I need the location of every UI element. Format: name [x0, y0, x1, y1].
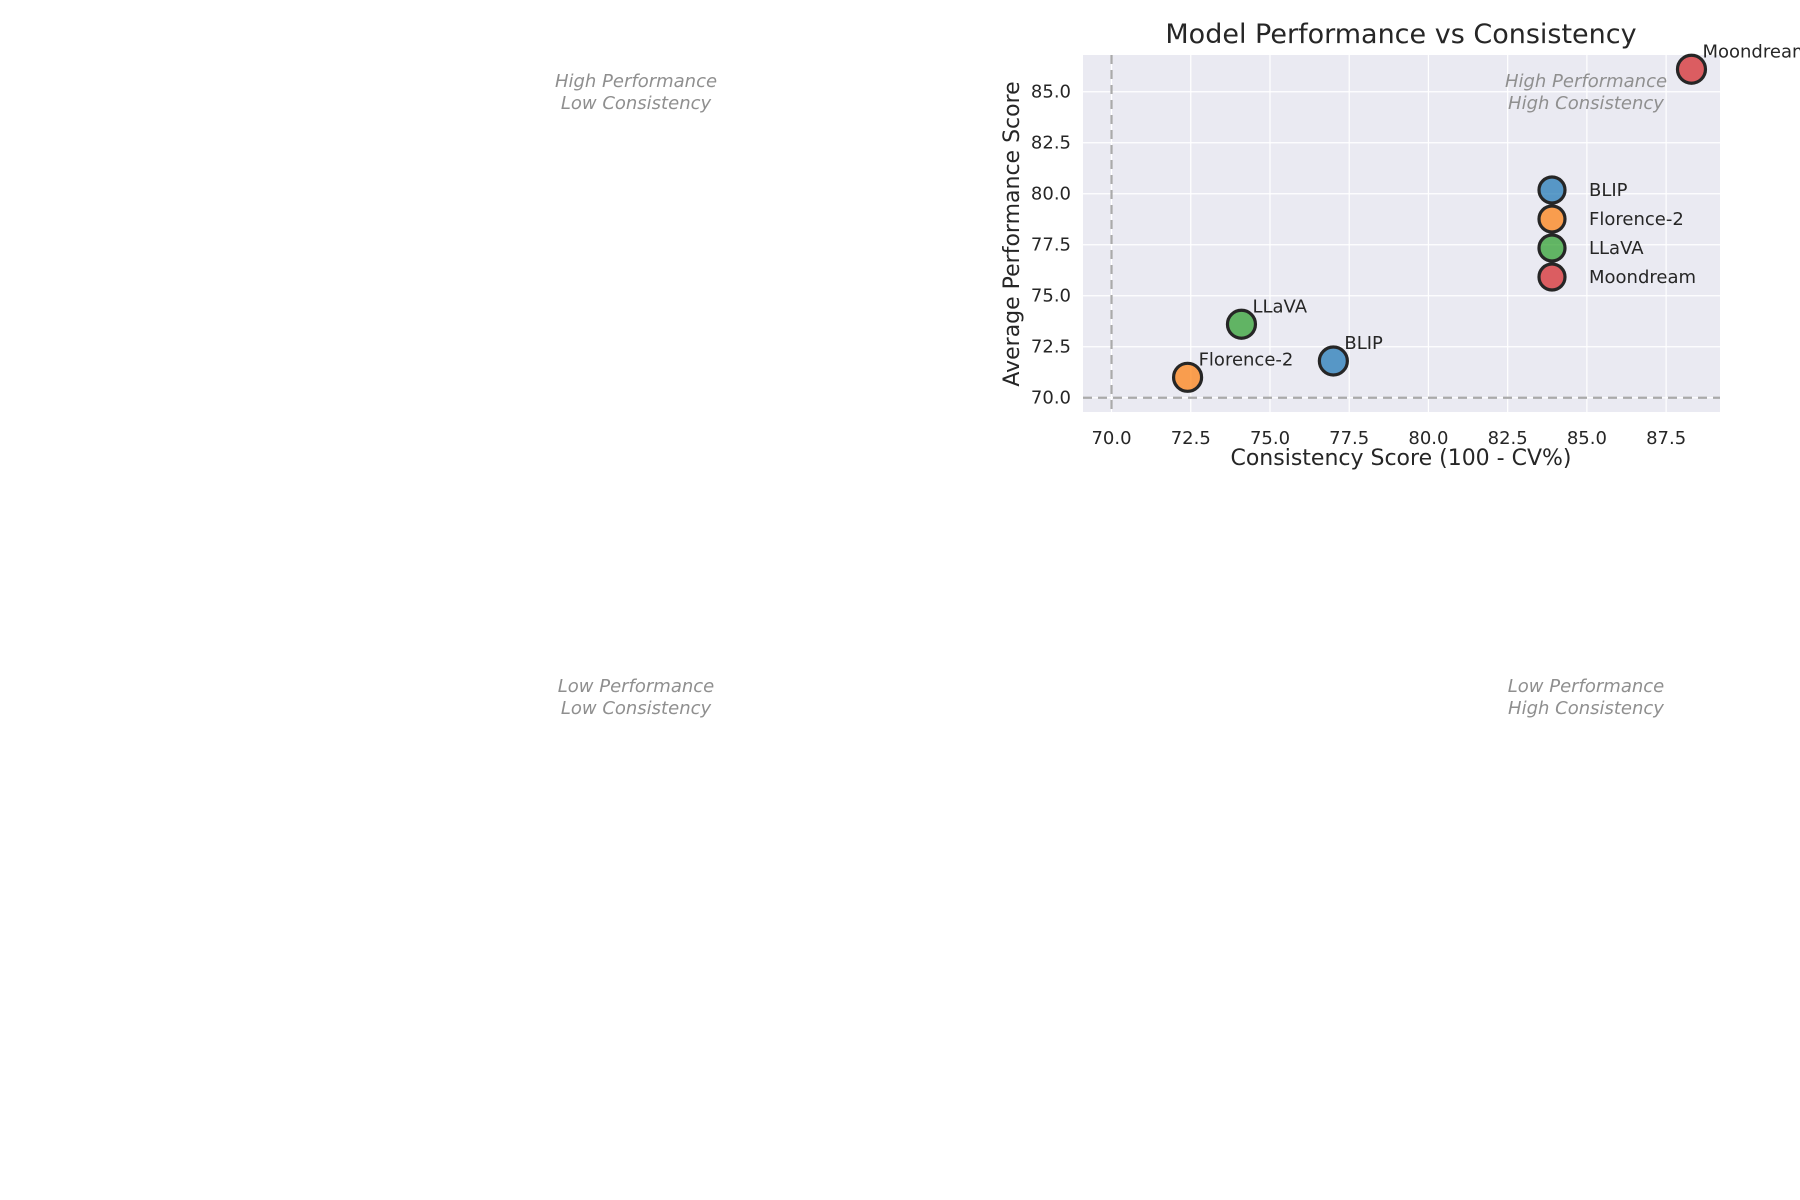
data-point	[1225, 308, 1258, 340]
x-tick-label: 72.5	[1171, 428, 1211, 449]
quadrant-label-line1: High Performance	[1505, 71, 1667, 92]
x-tick-label: 85.0	[1567, 428, 1607, 449]
quadrant-label-line2: Low Consistency	[561, 93, 712, 114]
x-axis-ticks: 70.0 72.5 75.0 77.5 80.0 82.5 85.0 87.5	[1091, 428, 1686, 449]
point-label: BLIP	[1344, 333, 1383, 354]
chart-title: Model Performance vs Consistency	[1165, 19, 1636, 50]
y-axis-label: Average Performance Score	[1000, 81, 1025, 386]
y-tick-label: 75.0	[1031, 286, 1071, 307]
legend-marker	[1537, 233, 1567, 263]
point-label: LLaVA	[1252, 296, 1307, 317]
quadrant-label-line2: High Consistency	[1508, 93, 1664, 114]
legend-marker	[1537, 204, 1567, 234]
legend: BLIP Florence-2 LLaVA Moondream	[1537, 175, 1696, 292]
x-axis-label: Consistency Score (100 - CV%)	[1230, 446, 1571, 471]
y-tick-label: 85.0	[1031, 82, 1071, 103]
legend-marker	[1537, 262, 1567, 292]
y-tick-label: 77.5	[1031, 235, 1071, 256]
quadrant-label-line2: Low Consistency	[561, 698, 712, 719]
data-points: BLIP Florence-2 LLaVA Moondream	[1171, 41, 1800, 393]
plot-area	[1083, 55, 1720, 412]
legend-label: Moondream	[1589, 267, 1696, 288]
x-tick-label: 75.0	[1250, 428, 1290, 449]
legend-label: BLIP	[1589, 180, 1628, 201]
y-tick-label: 70.0	[1031, 388, 1071, 409]
reference-lines	[1083, 55, 1720, 412]
point-label: Florence-2	[1199, 349, 1294, 370]
x-tick-label: 82.5	[1488, 428, 1528, 449]
x-tick-label: 77.5	[1329, 428, 1369, 449]
x-tick-label: 80.0	[1408, 428, 1448, 449]
legend-marker	[1537, 175, 1567, 205]
y-axis-ticks: 70.0 72.5 75.0 77.5 80.0 82.5 85.0	[1031, 82, 1071, 409]
x-tick-label: 87.5	[1646, 428, 1686, 449]
quadrant-label-line1: Low Performance	[1508, 676, 1665, 697]
legend-label: LLaVA	[1589, 238, 1644, 259]
y-tick-label: 82.5	[1031, 133, 1071, 154]
quadrant-label-line2: High Consistency	[1508, 698, 1664, 719]
data-point	[1171, 361, 1204, 393]
point-label: Moondream	[1702, 41, 1800, 62]
legend-label: Florence-2	[1589, 209, 1684, 230]
y-tick-label: 72.5	[1031, 337, 1071, 358]
x-tick-label: 70.0	[1091, 428, 1131, 449]
data-point	[1317, 345, 1349, 377]
quadrant-label-line1: High Performance	[555, 71, 717, 92]
y-tick-label: 80.0	[1031, 184, 1071, 205]
quadrant-label-line1: Low Performance	[558, 676, 715, 697]
data-point	[1675, 53, 1708, 85]
